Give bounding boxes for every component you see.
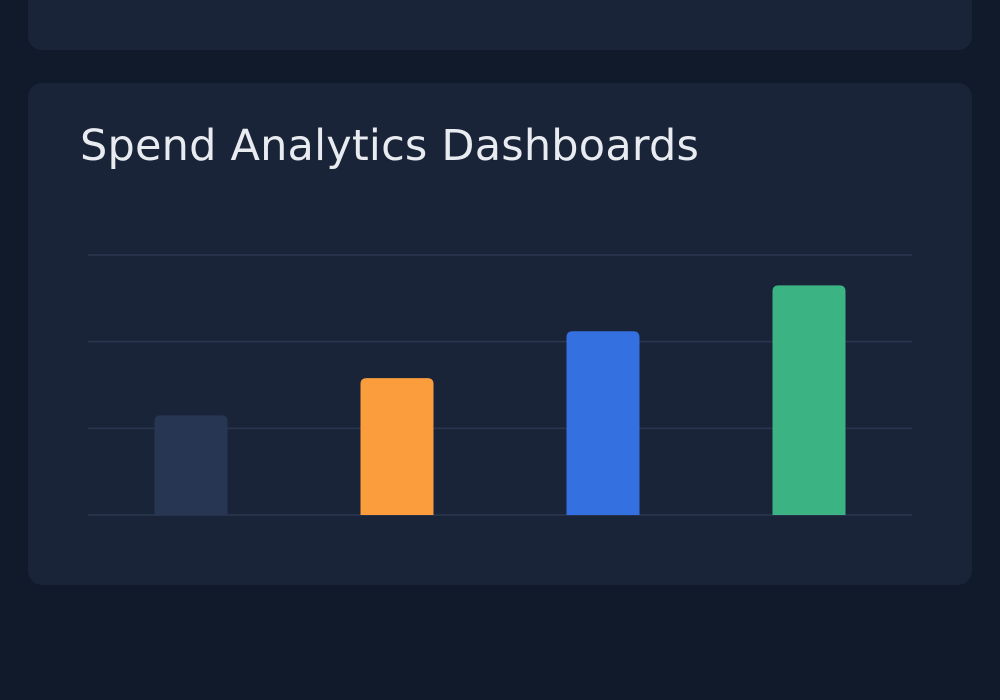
card bbox=[28, 0, 972, 50]
bar bbox=[566, 331, 640, 515]
chart-card: Spend Analytics Dashboards bbox=[28, 83, 972, 585]
chart bbox=[88, 254, 912, 516]
chart-title: Spend Analytics Dashboards bbox=[80, 121, 700, 171]
bar bbox=[772, 285, 846, 515]
bar bbox=[360, 378, 434, 515]
bar bbox=[154, 415, 228, 515]
